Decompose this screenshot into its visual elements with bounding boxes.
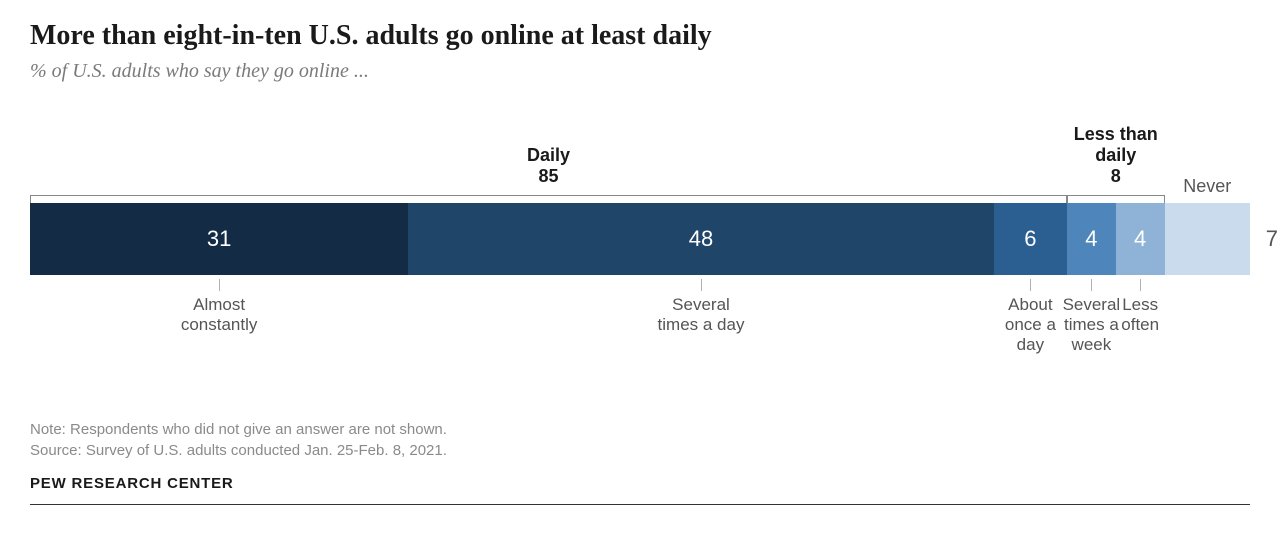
stacked-bar: 31486447: [30, 203, 1250, 275]
note-line: Source: Survey of U.S. adults conducted …: [30, 440, 1250, 461]
tick-almost_constantly: [219, 279, 220, 291]
group-total: 85: [479, 166, 619, 187]
group-labels-row: Daily85Less thandaily8Never: [30, 133, 1250, 203]
group-label-less_than_daily: Less thandaily8: [1046, 124, 1186, 187]
tick-several_times_day: [701, 279, 702, 291]
attribution: PEW RESEARCH CENTER: [30, 475, 1250, 492]
group-bracket-daily: [30, 195, 1067, 203]
tick-less_often: [1140, 279, 1141, 291]
group-label-never: Never: [1177, 176, 1237, 197]
chart-container: More than eight-in-ten U.S. adults go on…: [30, 20, 1250, 505]
bar-value-almost_constantly: 31: [207, 226, 231, 252]
group-bracket-less_than_daily: [1067, 195, 1165, 203]
bar-segment-several_times_day: 48: [408, 203, 994, 275]
bar-segment-never: 7: [1165, 203, 1250, 275]
tick-about_once_day: [1030, 279, 1031, 291]
bar-segment-less_often: 4: [1116, 203, 1165, 275]
chart-title: More than eight-in-ten U.S. adults go on…: [30, 20, 1250, 52]
chart-notes: Note: Respondents who did not give an an…: [30, 419, 1250, 461]
note-line: Note: Respondents who did not give an an…: [30, 419, 1250, 440]
group-label-daily: Daily85: [479, 145, 619, 187]
chart-subtitle: % of U.S. adults who say they go online …: [30, 60, 1250, 83]
bar-value-several_times_day: 48: [689, 226, 713, 252]
bar-value-less_often: 4: [1134, 226, 1146, 252]
group-name: Less thandaily: [1046, 124, 1186, 166]
segment-label-almost_constantly: Almostconstantly: [169, 295, 269, 335]
segment-label-several_times_day: Severaltimes a day: [651, 295, 751, 335]
bar-segment-about_once_day: 6: [994, 203, 1067, 275]
bar-value-several_times_week: 4: [1085, 226, 1097, 252]
segment-label-less_often: Lessoften: [1090, 295, 1190, 335]
segment-labels-row: AlmostconstantlySeveraltimes a dayAbouto…: [30, 279, 1250, 359]
group-name: Daily: [479, 145, 619, 166]
bar-value-never: 7: [1266, 226, 1278, 252]
tick-several_times_week: [1091, 279, 1092, 291]
bar-segment-almost_constantly: 31: [30, 203, 408, 275]
bar-segment-several_times_week: 4: [1067, 203, 1116, 275]
group-total: 8: [1046, 166, 1186, 187]
chart-area: Daily85Less thandaily8Never 31486447 Alm…: [30, 133, 1250, 359]
bar-value-about_once_day: 6: [1024, 226, 1036, 252]
